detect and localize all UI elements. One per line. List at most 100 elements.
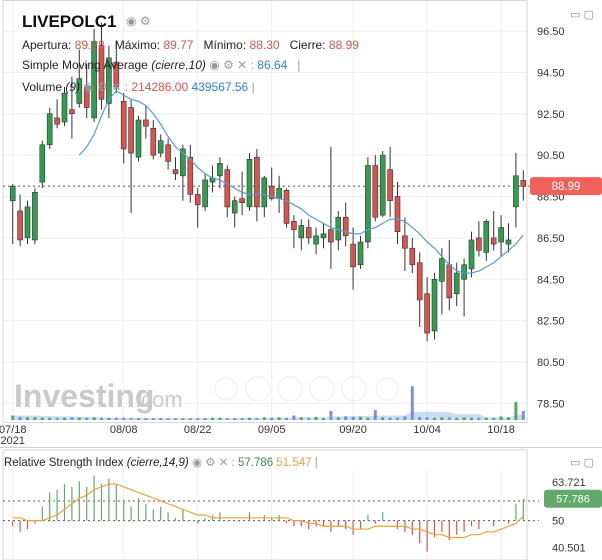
candle — [342, 202, 349, 247]
candle-body — [387, 169, 393, 201]
candle-body — [165, 144, 171, 162]
volume-bar — [507, 417, 510, 420]
eye-icon[interactable]: ◉ — [126, 14, 137, 28]
volume-bar — [425, 417, 429, 420]
candle-body — [305, 227, 312, 239]
pan-icon[interactable] — [341, 376, 367, 402]
candle — [172, 157, 179, 180]
maximize-icon[interactable]: ▢ — [583, 457, 594, 469]
eye-icon[interactable]: ◉ — [191, 457, 202, 469]
rsi-legend: Relative Strength Index (cierre,14,9) ◉ … — [4, 457, 318, 469]
candle-body — [9, 185, 16, 201]
open-label: Apertura: — [22, 38, 72, 52]
volume-bar — [477, 417, 481, 420]
volume-bar — [277, 417, 281, 420]
candle — [402, 217, 408, 271]
candle-body — [520, 180, 527, 187]
candle-body — [409, 247, 416, 266]
minimize-icon[interactable]: ▭ — [570, 457, 581, 469]
volume-bar — [388, 417, 392, 420]
eye-icon[interactable]: ◉ — [209, 58, 220, 72]
sma-line — [78, 90, 524, 274]
volume-bar — [381, 417, 385, 420]
volume-bar — [122, 417, 126, 420]
volume-ma-area — [12, 411, 524, 420]
candle — [350, 227, 356, 290]
candle-body — [54, 117, 60, 125]
y-tick-label: 96.50 — [537, 26, 565, 38]
minimize-icon[interactable]: ▭ — [570, 9, 581, 21]
rsi-y-tick-label: 40.501 — [552, 542, 586, 554]
close-icon[interactable]: ✕ — [218, 457, 229, 469]
candle — [498, 215, 504, 257]
candle — [54, 99, 60, 129]
low-label: Mínimo: — [203, 38, 247, 52]
candle-body — [476, 237, 482, 251]
candle-body — [424, 293, 430, 334]
zoom-out-icon[interactable] — [245, 376, 271, 402]
candle-body — [365, 165, 371, 243]
y-tick-label: 78.50 — [537, 398, 565, 410]
close-icon[interactable]: ✕ — [111, 80, 122, 94]
volume-bar — [418, 416, 422, 420]
gear-icon[interactable]: ⚙ — [205, 457, 216, 469]
rsi-params: (cierre,14,9) — [126, 457, 189, 469]
volume-bar — [233, 418, 237, 420]
candle — [106, 45, 112, 118]
candle — [394, 182, 401, 245]
candle — [513, 153, 519, 228]
candle-body — [202, 179, 208, 208]
high-label: Máximo: — [114, 38, 161, 52]
x-tick-label: 07/18 — [0, 424, 26, 436]
candle — [490, 211, 497, 251]
volume-bar — [218, 417, 222, 420]
eye-icon[interactable]: ◉ — [83, 80, 94, 94]
sma-params: (cierre,10) — [151, 58, 206, 72]
volume-value: 214286.00 — [131, 80, 189, 94]
candle — [194, 188, 201, 228]
scroll-left-icon[interactable] — [214, 377, 238, 401]
close-icon[interactable]: ✕ — [237, 58, 248, 72]
volume-bar — [351, 416, 355, 420]
candle — [231, 196, 238, 228]
volume-bar — [270, 417, 274, 420]
candle-body — [276, 187, 282, 199]
volume-bar — [396, 417, 399, 420]
close-label: Cierre: — [289, 38, 326, 52]
scroll-right-icon[interactable] — [375, 377, 399, 401]
y-tick-label: 80.50 — [537, 357, 565, 369]
gear-icon[interactable]: ⚙ — [223, 58, 234, 72]
volume-legend: Volume (9) ◉ ⚙ ✕ : 214286.00 439567.56 | — [22, 80, 255, 94]
volume-bar — [100, 417, 103, 420]
candle-body — [350, 243, 356, 268]
volume-bar — [499, 416, 503, 420]
gear-icon[interactable]: ⚙ — [139, 14, 151, 28]
candle-body — [320, 233, 327, 239]
reset-zoom-icon[interactable] — [277, 376, 303, 402]
zoom-in-icon[interactable] — [309, 376, 335, 402]
candle — [320, 223, 327, 249]
candle-body — [468, 239, 475, 270]
candle — [17, 194, 23, 247]
candle-body — [24, 206, 31, 239]
candle — [150, 119, 157, 160]
candle-body — [490, 237, 497, 245]
volume-name: Volume — [22, 80, 63, 94]
candle — [46, 107, 53, 149]
candle — [387, 146, 393, 218]
volume-bar — [285, 417, 288, 420]
gear-icon[interactable]: ⚙ — [97, 80, 108, 94]
x-tick-label: 10/04 — [413, 424, 441, 436]
volume-bar — [314, 416, 318, 420]
candle — [431, 273, 438, 340]
candle — [291, 215, 297, 249]
ohlc-row: Apertura: 89.28 Máximo: 89.77 Mínimo: 88… — [22, 38, 359, 52]
candle-body — [394, 196, 401, 232]
volume-bar — [70, 417, 74, 420]
rsi-value: 57.786 — [237, 457, 274, 469]
candle — [461, 258, 467, 317]
candle — [379, 151, 386, 218]
x-tick-label: 09/20 — [339, 424, 367, 436]
maximize-icon[interactable]: ▢ — [583, 9, 594, 21]
